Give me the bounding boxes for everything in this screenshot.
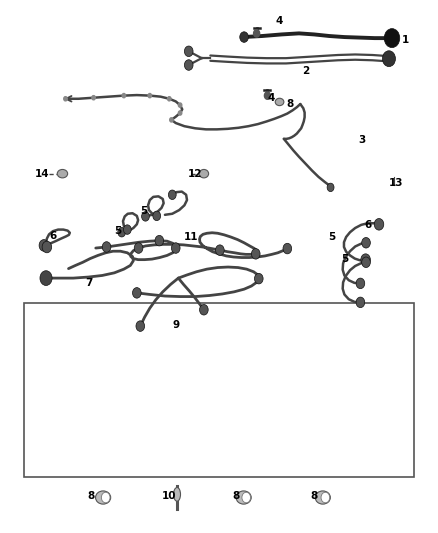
- Circle shape: [254, 273, 263, 284]
- Text: 3: 3: [358, 135, 365, 145]
- Circle shape: [382, 51, 396, 67]
- Text: 6: 6: [364, 220, 372, 230]
- Text: 5: 5: [140, 206, 147, 216]
- Circle shape: [254, 30, 260, 37]
- Circle shape: [141, 212, 149, 221]
- Circle shape: [356, 278, 365, 289]
- Text: 10: 10: [162, 491, 177, 501]
- Circle shape: [171, 243, 180, 253]
- Ellipse shape: [315, 491, 330, 504]
- Circle shape: [200, 304, 208, 315]
- Circle shape: [362, 257, 371, 268]
- Text: 4: 4: [267, 93, 275, 103]
- Text: 5: 5: [328, 232, 335, 243]
- Text: 7: 7: [85, 278, 93, 288]
- Circle shape: [153, 211, 161, 221]
- Text: 8: 8: [311, 491, 318, 501]
- Text: 8: 8: [233, 491, 240, 501]
- Circle shape: [215, 245, 224, 255]
- Ellipse shape: [275, 98, 284, 106]
- Circle shape: [178, 103, 182, 107]
- Ellipse shape: [95, 491, 111, 504]
- Circle shape: [283, 243, 292, 254]
- Circle shape: [124, 225, 131, 235]
- Circle shape: [356, 297, 365, 308]
- Text: 5: 5: [341, 254, 348, 264]
- Circle shape: [384, 29, 400, 47]
- Ellipse shape: [173, 488, 180, 501]
- Circle shape: [251, 248, 260, 259]
- Text: 2: 2: [302, 66, 309, 76]
- Text: 1: 1: [401, 35, 409, 45]
- Circle shape: [362, 238, 371, 248]
- Text: 13: 13: [389, 178, 403, 188]
- Circle shape: [240, 32, 248, 42]
- Circle shape: [92, 95, 95, 100]
- Ellipse shape: [236, 491, 251, 504]
- Circle shape: [42, 241, 52, 253]
- Text: 8: 8: [88, 491, 95, 501]
- Text: 6: 6: [49, 231, 56, 241]
- Text: 9: 9: [172, 319, 179, 329]
- Ellipse shape: [57, 169, 67, 178]
- Circle shape: [327, 183, 334, 191]
- Circle shape: [148, 93, 152, 98]
- Text: 11: 11: [184, 232, 198, 243]
- Text: 4: 4: [276, 16, 283, 26]
- Circle shape: [361, 254, 371, 265]
- Circle shape: [155, 236, 164, 246]
- Circle shape: [168, 190, 176, 199]
- Circle shape: [184, 46, 193, 56]
- Circle shape: [122, 93, 126, 98]
- Circle shape: [64, 96, 67, 101]
- Bar: [25, 303, 413, 478]
- Circle shape: [321, 492, 330, 503]
- Text: 8: 8: [287, 99, 294, 109]
- Circle shape: [133, 288, 141, 298]
- Circle shape: [178, 111, 182, 115]
- Text: 5: 5: [114, 225, 121, 236]
- Circle shape: [374, 219, 384, 230]
- Circle shape: [265, 92, 270, 99]
- Circle shape: [136, 321, 145, 332]
- Text: 12: 12: [188, 168, 202, 179]
- Circle shape: [118, 228, 126, 237]
- Circle shape: [102, 241, 111, 252]
- Circle shape: [170, 118, 173, 122]
- Circle shape: [242, 492, 251, 503]
- Circle shape: [40, 271, 52, 286]
- Circle shape: [39, 240, 49, 251]
- Circle shape: [101, 492, 110, 503]
- Ellipse shape: [199, 169, 208, 178]
- Text: 14: 14: [35, 168, 49, 179]
- Circle shape: [134, 243, 143, 253]
- Circle shape: [184, 60, 193, 70]
- Circle shape: [168, 96, 171, 101]
